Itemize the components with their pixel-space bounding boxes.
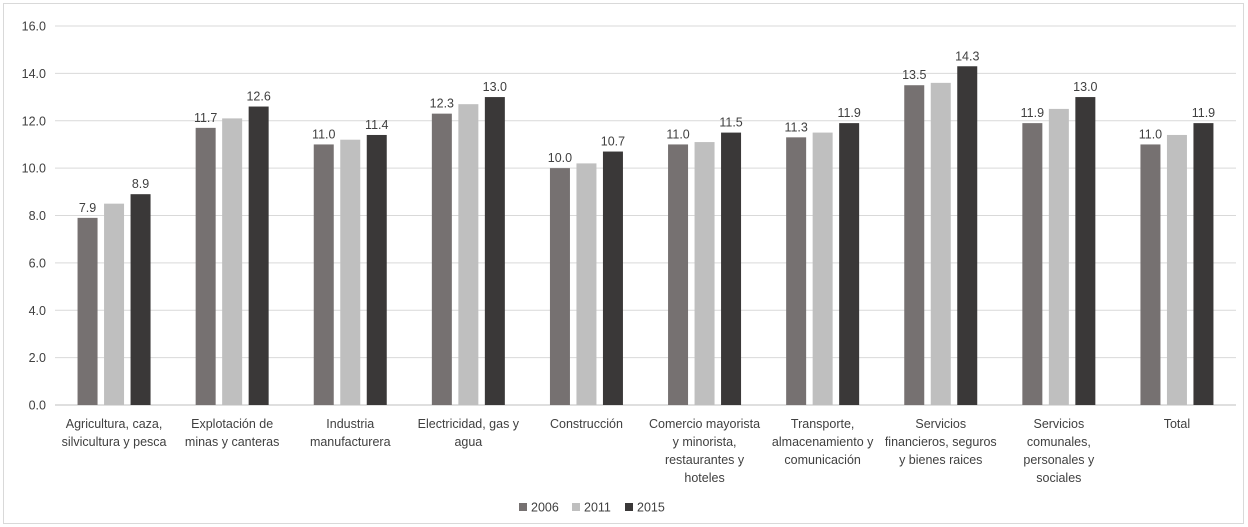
category-label-1: minas y canteras	[185, 435, 279, 449]
bar-2006-4	[549, 168, 570, 405]
bar-2015-2	[366, 134, 387, 405]
bar-2011-3	[458, 104, 479, 405]
legend: 2006 2011 2015	[519, 501, 665, 515]
bar-2011-9	[1166, 134, 1187, 405]
category-label-5: restaurantes y	[665, 453, 745, 467]
category-label-2: manufacturera	[310, 435, 391, 449]
bar-2015-9	[1193, 123, 1214, 406]
data-label-2015-0: 8.9	[132, 177, 149, 191]
data-label-2006-2: 11.0	[312, 127, 335, 141]
y-tick-label: 12.0	[22, 114, 46, 128]
y-tick-label: 14.0	[22, 67, 46, 81]
category-label-3: Electricidad, gas y	[418, 417, 520, 431]
y-tick-label: 2.0	[29, 351, 46, 365]
bar-2006-6	[786, 137, 807, 406]
legend-swatch-2015	[625, 503, 633, 511]
bar-2011-7	[930, 82, 951, 405]
bar-2015-5	[721, 132, 742, 405]
data-label-2015-1: 12.6	[246, 90, 270, 104]
data-label-2015-2: 11.4	[365, 118, 388, 132]
legend-swatch-2011	[572, 503, 580, 511]
data-label-2006-9: 11.0	[1139, 127, 1162, 141]
bar-2015-4	[602, 151, 623, 405]
bar-2015-0	[130, 194, 151, 405]
bar-2015-8	[1075, 97, 1096, 405]
data-label-2006-8: 11.9	[1021, 106, 1044, 120]
y-tick-label: 10.0	[22, 162, 46, 176]
category-label-8: personales y	[1023, 453, 1095, 467]
legend-label-2015: 2015	[637, 501, 665, 515]
category-label-8: sociales	[1036, 471, 1081, 485]
bar-2006-7	[904, 85, 925, 405]
bar-2006-8	[1022, 123, 1043, 406]
bar-2011-1	[222, 118, 243, 405]
bar-2011-0	[104, 203, 125, 405]
category-label-1: Explotación de	[191, 417, 273, 431]
data-label-2015-4: 10.7	[601, 135, 625, 149]
legend-label-2006: 2006	[531, 501, 559, 515]
data-label-2015-8: 13.0	[1073, 80, 1097, 94]
category-label-0: silvicultura y pesca	[62, 435, 167, 449]
category-label-7: Servicios	[915, 417, 966, 431]
category-label-0: Agricultura, caza,	[66, 417, 163, 431]
data-label-2006-3: 12.3	[430, 97, 454, 111]
bar-2006-5	[668, 144, 689, 405]
data-label-2006-0: 7.9	[79, 201, 96, 215]
category-label-8: comunales,	[1027, 435, 1091, 449]
category-label-2: Industria	[326, 417, 374, 431]
data-label-2006-6: 11.3	[784, 120, 807, 134]
category-label-7: y bienes raices	[899, 453, 982, 467]
category-label-6: comunicación	[784, 453, 860, 467]
category-label-8: Servicios	[1033, 417, 1084, 431]
category-label-3: agua	[454, 435, 482, 449]
y-tick-label: 6.0	[29, 256, 46, 270]
bars	[77, 66, 1214, 406]
category-label-7: financieros, seguros	[885, 435, 997, 449]
bar-2006-1	[195, 127, 216, 405]
bar-2006-3	[431, 113, 452, 406]
data-label-2006-7: 13.5	[902, 68, 926, 82]
bar-2011-4	[576, 163, 597, 405]
bar-2015-7	[957, 66, 978, 406]
bar-2006-2	[313, 144, 334, 405]
bar-2011-6	[812, 132, 833, 405]
bar-2015-6	[839, 123, 860, 406]
y-tick-label: 4.0	[29, 304, 46, 318]
data-label-2015-7: 14.3	[955, 49, 979, 63]
bar-2006-9	[1140, 144, 1161, 405]
data-label-2015-9: 11.9	[1192, 106, 1215, 120]
legend-label-2011: 2011	[584, 501, 611, 515]
bar-2011-2	[340, 139, 361, 405]
data-label-2015-3: 13.0	[483, 80, 507, 94]
bar-2015-1	[248, 106, 269, 405]
category-label-4: Construcción	[550, 417, 623, 431]
category-labels: Agricultura, caza, silvicultura y pesca Ex…	[62, 417, 1191, 485]
bar-2006-0	[77, 217, 98, 405]
category-label-5: Comercio mayorista	[649, 417, 760, 431]
y-tick-label: 0.0	[29, 399, 46, 413]
category-label-6: Transporte,	[791, 417, 854, 431]
data-label-2006-4: 10.0	[548, 151, 572, 165]
category-label-5: hoteles	[684, 471, 724, 485]
bar-2015-3	[484, 97, 505, 405]
y-tick-label: 16.0	[22, 20, 46, 34]
data-label-2015-6: 11.9	[837, 106, 860, 120]
data-labels: 7.9 8.9 11.7 12.6 11.0 11.4 12.3 13.0 10.0 10.7 11…	[79, 49, 1215, 215]
data-label-2006-5: 11.0	[666, 127, 689, 141]
y-tick-label: 8.0	[29, 209, 46, 223]
category-label-6: almacenamiento y	[772, 435, 874, 449]
data-label-2015-5: 11.5	[719, 116, 742, 130]
bar-2011-8	[1048, 108, 1069, 405]
data-label-2006-1: 11.7	[194, 111, 217, 125]
y-axis-ticks: 0.0 2.0 4.0 6.0 8.0 10.0 12.0 14.0 16.0	[22, 20, 46, 413]
category-label-9: Total	[1164, 417, 1190, 431]
bar-2011-5	[694, 142, 715, 405]
legend-swatch-2006	[519, 503, 527, 511]
category-label-5: y minorista,	[673, 435, 737, 449]
